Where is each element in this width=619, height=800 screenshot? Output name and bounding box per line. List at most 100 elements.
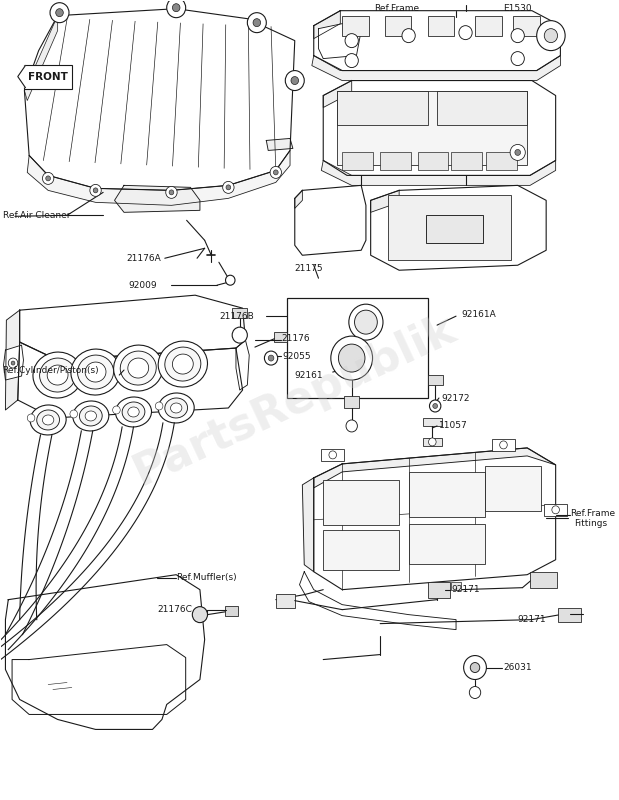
Circle shape: [11, 361, 15, 365]
Circle shape: [500, 441, 508, 449]
Ellipse shape: [85, 411, 97, 421]
Bar: [352, 312, 380, 318]
Ellipse shape: [47, 365, 68, 385]
Text: 21176B: 21176B: [219, 312, 254, 321]
Circle shape: [46, 176, 51, 181]
Bar: [409, 472, 485, 517]
Circle shape: [232, 327, 248, 343]
Ellipse shape: [122, 402, 145, 422]
Polygon shape: [314, 448, 556, 590]
Ellipse shape: [120, 351, 156, 385]
Bar: [232, 308, 248, 318]
Circle shape: [285, 70, 305, 90]
Polygon shape: [236, 340, 249, 390]
Bar: [274, 332, 287, 342]
FancyBboxPatch shape: [24, 65, 72, 89]
Bar: [276, 594, 295, 608]
Polygon shape: [4, 345, 24, 380]
Polygon shape: [24, 16, 58, 101]
Circle shape: [331, 336, 373, 380]
Circle shape: [166, 186, 177, 198]
Circle shape: [433, 403, 438, 409]
Text: 11057: 11057: [439, 422, 468, 430]
Text: E1530: E1530: [503, 4, 532, 13]
Bar: [380, 153, 410, 170]
Bar: [337, 90, 527, 166]
Text: 92009: 92009: [129, 281, 157, 290]
Text: Ref.Frame: Ref.Frame: [374, 4, 420, 13]
Circle shape: [510, 145, 526, 161]
Circle shape: [248, 13, 266, 33]
Bar: [418, 153, 448, 170]
Circle shape: [464, 655, 487, 679]
Circle shape: [226, 185, 231, 190]
Circle shape: [469, 686, 481, 698]
Bar: [451, 153, 482, 170]
Polygon shape: [24, 9, 295, 190]
Ellipse shape: [33, 352, 82, 398]
Circle shape: [428, 438, 436, 446]
Circle shape: [274, 170, 278, 175]
Polygon shape: [300, 572, 456, 630]
Bar: [342, 153, 373, 170]
Ellipse shape: [30, 405, 66, 435]
Circle shape: [253, 18, 261, 26]
Ellipse shape: [158, 341, 207, 387]
Ellipse shape: [85, 362, 106, 382]
Ellipse shape: [128, 358, 149, 378]
Text: Ref.Muffler(s): Ref.Muffler(s): [176, 573, 237, 582]
Polygon shape: [323, 81, 556, 175]
Circle shape: [193, 606, 207, 622]
Circle shape: [270, 166, 282, 178]
Polygon shape: [295, 186, 366, 255]
Text: 92161A: 92161A: [462, 310, 496, 318]
Circle shape: [402, 29, 415, 42]
Circle shape: [225, 275, 235, 285]
Ellipse shape: [79, 406, 102, 426]
Text: 92171: 92171: [517, 615, 547, 624]
Text: 21176C: 21176C: [157, 605, 192, 614]
Circle shape: [113, 406, 120, 414]
Circle shape: [264, 351, 278, 365]
Ellipse shape: [114, 345, 163, 391]
Circle shape: [27, 414, 35, 422]
Circle shape: [430, 400, 441, 412]
Bar: [335, 348, 369, 356]
Polygon shape: [371, 186, 546, 270]
Polygon shape: [319, 21, 361, 58]
Ellipse shape: [170, 403, 182, 413]
Polygon shape: [295, 190, 302, 208]
Bar: [426, 215, 483, 243]
Circle shape: [173, 4, 180, 12]
Ellipse shape: [43, 415, 54, 425]
Circle shape: [349, 304, 383, 340]
Circle shape: [346, 420, 357, 432]
Ellipse shape: [71, 349, 120, 395]
Circle shape: [511, 52, 524, 66]
Text: 26031: 26031: [503, 663, 532, 672]
Bar: [428, 375, 443, 385]
Text: 92161: 92161: [295, 370, 323, 379]
Polygon shape: [314, 10, 560, 70]
Polygon shape: [20, 295, 246, 360]
Polygon shape: [18, 66, 25, 87]
Bar: [287, 298, 428, 398]
Polygon shape: [115, 186, 200, 212]
Ellipse shape: [73, 401, 109, 431]
Bar: [428, 16, 454, 36]
Circle shape: [552, 506, 560, 514]
Polygon shape: [312, 55, 560, 81]
Circle shape: [544, 29, 558, 42]
Text: Ref.Cylinder/Piston(s): Ref.Cylinder/Piston(s): [2, 366, 99, 374]
Circle shape: [511, 29, 524, 42]
Circle shape: [291, 77, 298, 85]
Bar: [428, 582, 451, 598]
Bar: [337, 90, 428, 126]
Bar: [513, 16, 540, 36]
Ellipse shape: [165, 347, 201, 381]
Circle shape: [169, 190, 174, 195]
Bar: [487, 153, 517, 170]
Ellipse shape: [40, 358, 76, 392]
Ellipse shape: [165, 398, 188, 418]
Circle shape: [339, 344, 365, 372]
